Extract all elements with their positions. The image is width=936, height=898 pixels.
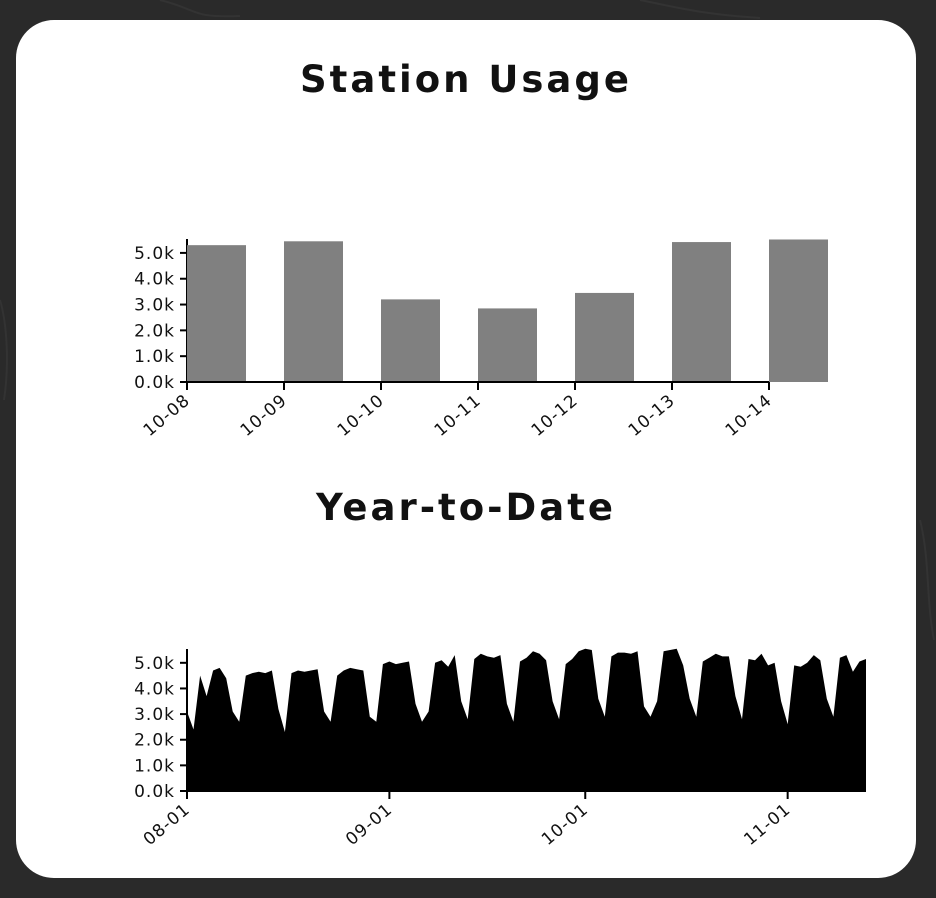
bar-10-11	[478, 308, 537, 382]
bar-10-12	[575, 292, 634, 382]
x-tick-label: 09-01	[342, 800, 397, 850]
ytd-y-tick-label: 1.0k	[134, 756, 175, 776]
ytd-y-tick-label: 4.0k	[134, 679, 175, 699]
usage-y-tick-label: 2.0k	[134, 321, 175, 341]
ytd-y-tick-label: 3.0k	[134, 705, 175, 725]
ytd-y-tick-label: 0.0k	[134, 782, 175, 802]
usage-y-tick-label: 4.0k	[134, 270, 175, 290]
bar-10-13	[672, 242, 731, 382]
station-usage-bar-chart: 0.0k 1.0k 2.0k 3.0k 4.0k 5.0k 10-08 10-09 10-10 1…	[134, 239, 828, 441]
x-tick-label: 08-01	[140, 800, 195, 850]
year-to-date-area-chart: 0.0k 1.0k 2.0k 3.0k 4.0k 5.0k 08-01 09-01 10-01 1…	[134, 648, 866, 850]
ytd-y-tick-label: 5.0k	[134, 654, 175, 674]
x-tick-label: 11-01	[740, 800, 795, 850]
bar-10-08	[187, 245, 246, 382]
x-tick-label: 10-14	[722, 391, 777, 441]
bar-10-09	[284, 241, 343, 382]
usage-y-tick-label: 3.0k	[134, 296, 175, 316]
usage-y-tick-label: 0.0k	[134, 373, 175, 393]
ytd-y-tick-label: 2.0k	[134, 731, 175, 751]
year-to-date-title: Year-to-Date	[316, 486, 616, 529]
x-tick-label: 10-08	[140, 391, 195, 441]
x-tick-label: 10-12	[528, 391, 583, 441]
x-tick-label: 10-11	[431, 391, 486, 441]
x-tick-label: 10-10	[334, 391, 389, 441]
x-tick-label: 10-13	[625, 391, 680, 441]
station-usage-title: Station Usage	[300, 58, 632, 101]
chart-card: Station Usage 0.0k 1.0k 2.0k 3.0k 4.0k 5.0k 10…	[16, 20, 916, 878]
usage-y-tick-label: 5.0k	[134, 244, 175, 264]
x-tick-label: 10-09	[237, 391, 292, 441]
x-tick-label: 10-01	[538, 800, 593, 850]
bar-10-10	[381, 299, 440, 382]
usage-y-tick-label: 1.0k	[134, 347, 175, 367]
bar-10-14	[769, 239, 828, 382]
ytd-area-series	[187, 648, 866, 791]
